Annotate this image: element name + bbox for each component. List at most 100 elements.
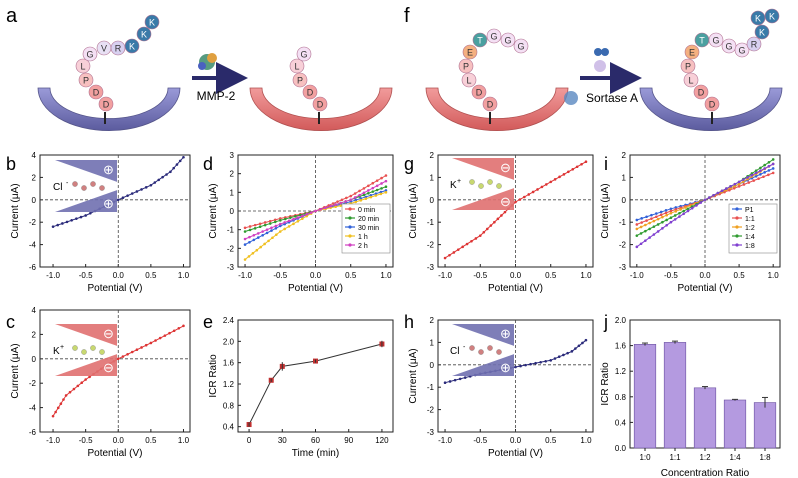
data-point xyxy=(270,226,273,230)
chart-g: -3 -2 -1 0 1 2 -1.0 -0.5 0.0 0.5 1.0 Potential (V) C… xyxy=(408,151,594,294)
data-point xyxy=(654,212,658,215)
residue-label: D xyxy=(698,88,705,98)
residue-d xyxy=(471,84,487,100)
panel-letter-c: c xyxy=(6,312,15,332)
data-point xyxy=(371,186,375,190)
y-axis-label: ICR Ratio xyxy=(600,362,611,406)
data-point xyxy=(247,255,251,258)
inset-cone-top xyxy=(55,324,117,346)
data-point xyxy=(767,169,771,172)
data-point xyxy=(68,390,72,394)
y-tick-label: -6 xyxy=(29,263,37,272)
data-point xyxy=(375,188,379,192)
data-point xyxy=(258,222,262,226)
data-point xyxy=(759,169,762,172)
data-point xyxy=(140,188,143,191)
data-point xyxy=(153,181,157,184)
data-point xyxy=(135,348,139,352)
data-point xyxy=(461,245,464,249)
data-point xyxy=(771,171,775,175)
data-point xyxy=(463,376,467,379)
y-tick-label: -2 xyxy=(29,218,37,227)
data-point xyxy=(375,179,379,182)
x-tick-label: -1.0 xyxy=(46,271,60,280)
x-axis-label: Potential (V) xyxy=(488,283,543,294)
residue-d xyxy=(312,96,328,112)
data-point xyxy=(336,200,339,203)
data-point xyxy=(448,253,451,257)
data-point xyxy=(263,242,266,246)
legend-marker xyxy=(348,234,352,238)
data-point xyxy=(635,218,639,222)
data-point xyxy=(248,225,252,228)
y-axis-label: Current (μA) xyxy=(600,183,611,238)
y-tick-label: 1.2 xyxy=(615,367,627,376)
data-point xyxy=(544,359,547,363)
residue-label: R xyxy=(751,40,758,50)
y-tick-label: 2 xyxy=(430,316,435,325)
data-point xyxy=(169,170,172,174)
data-point xyxy=(158,336,162,340)
data-point xyxy=(300,217,304,220)
panel-letter-a: a xyxy=(6,5,18,27)
data-point xyxy=(664,211,668,215)
data-point xyxy=(292,222,295,226)
data-point xyxy=(661,220,664,224)
data-point xyxy=(566,351,569,355)
nanochannel-purple xyxy=(639,87,783,131)
data-point xyxy=(635,223,639,226)
residue-label: K xyxy=(141,30,147,40)
charge-sign-icon: ⊕ xyxy=(103,196,114,211)
x-tick-label: -0.5 xyxy=(79,436,93,445)
data-point xyxy=(652,233,656,236)
panel-letter-b: b xyxy=(6,154,16,174)
y-tick-label: -4 xyxy=(29,241,37,250)
data-point xyxy=(562,353,565,357)
residue-label: G xyxy=(86,50,93,60)
data-point xyxy=(757,177,760,180)
data-point xyxy=(161,175,164,179)
data-point xyxy=(274,224,278,228)
y-axis-label: Current (μA) xyxy=(10,343,21,398)
data-point xyxy=(448,380,452,383)
residue-label: D xyxy=(317,100,324,110)
sortase-label: Sortase A xyxy=(586,91,638,105)
data-point xyxy=(737,182,741,186)
x-tick-label: 90 xyxy=(344,436,353,445)
charge-sign-icon: ⊖ xyxy=(500,160,511,175)
data-point xyxy=(154,339,157,342)
ligand-icon xyxy=(594,60,606,72)
residue-label: D xyxy=(103,100,110,110)
data-point xyxy=(742,183,746,186)
data-point xyxy=(362,193,366,197)
x-tick-label: 1.0 xyxy=(580,271,592,280)
data-point xyxy=(163,334,167,337)
data-point xyxy=(349,194,353,198)
residue-label: T xyxy=(477,36,483,46)
charge-sign-icon: ⊖ xyxy=(500,194,511,209)
x-tick-label: 1.0 xyxy=(380,271,392,280)
data-point xyxy=(354,200,358,204)
ion-dot xyxy=(487,345,493,351)
y-tick-label: 1 xyxy=(430,173,435,182)
legend-label: P1 xyxy=(745,207,754,214)
x-tick-label: -1.0 xyxy=(630,271,644,280)
y-tick-label: 0.4 xyxy=(223,423,235,432)
data-point xyxy=(674,206,678,209)
residue-label: L xyxy=(80,62,85,72)
data-point xyxy=(549,180,553,184)
ion-charge: + xyxy=(60,344,64,351)
ion-dot xyxy=(478,349,484,355)
y-tick-label: -1 xyxy=(427,383,435,392)
data-point xyxy=(268,219,272,223)
data-point xyxy=(656,217,660,221)
data-point xyxy=(354,198,358,202)
legend-marker xyxy=(348,225,352,229)
residue-p xyxy=(292,72,308,88)
data-point xyxy=(182,155,185,159)
y-tick-label: 0 xyxy=(230,207,235,216)
residue-label: K xyxy=(759,28,765,38)
